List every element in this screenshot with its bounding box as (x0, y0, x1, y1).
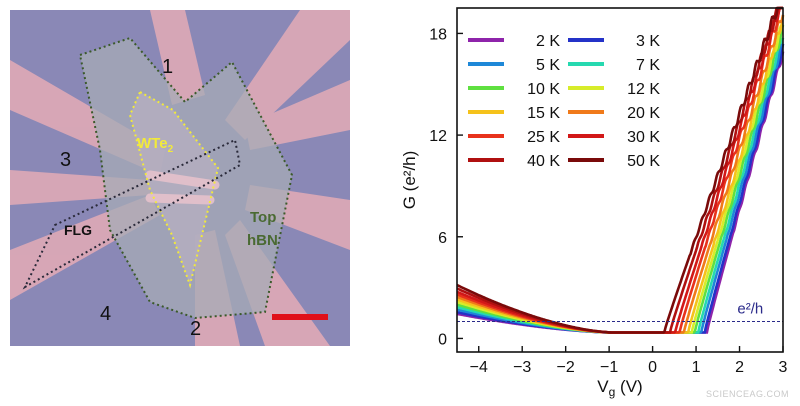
wte2-label: WTe2 (137, 135, 174, 155)
plot-frame (456, 7, 784, 353)
y-axis-label: G (e²/h) (400, 151, 419, 210)
legend-label: 40 K (527, 153, 560, 170)
series-line-15K (456, 15, 785, 334)
legend-label: 30 K (627, 129, 660, 146)
legend-label: 20 K (627, 105, 660, 122)
series-curves (456, 6, 785, 334)
x-tick-label: −3 (513, 359, 531, 376)
contact-label-4: 4 (100, 303, 111, 325)
watermark: SCIENCEAG.COM (706, 389, 790, 399)
legend-label: 2 K (536, 33, 560, 50)
x-tick-label: 1 (692, 359, 701, 376)
x-tick-label: 3 (779, 359, 788, 376)
y-tick-label: 0 (438, 331, 447, 348)
legend: 2 K 3 K 5 K 7 K 10 K 12 K 15 K 20 K 25 K 30 K 40 K… (468, 33, 660, 170)
legend-label: 10 K (527, 81, 560, 98)
x-tick-label: 2 (735, 359, 744, 376)
series-line-50K (456, 6, 783, 334)
top-hbn-label-line1: Top (250, 209, 276, 226)
x-axis-label: Vg (V) (597, 377, 642, 399)
x-tick-label: −4 (470, 359, 488, 376)
legend-label: 50 K (627, 153, 660, 170)
device-micrograph: 1 2 3 4 WTe2 FLG Top hBN (10, 10, 350, 346)
top-hbn-label-line2: hBN (247, 232, 278, 249)
legend-label: 12 K (627, 81, 660, 98)
legend-label: 25 K (527, 129, 560, 146)
contact-label-2: 2 (190, 318, 201, 340)
legend-label: 5 K (536, 57, 560, 74)
x-tick-label: −2 (557, 359, 575, 376)
legend-label: 3 K (636, 33, 660, 50)
center-electrodes (145, 170, 220, 205)
x-tick-label: −1 (600, 359, 618, 376)
hbn-outline (78, 36, 294, 320)
scale-bar (272, 314, 328, 320)
y-tick-label: 12 (429, 128, 447, 145)
y-tick-label: 18 (429, 26, 447, 43)
legend-label: 7 K (636, 57, 660, 74)
e2h-annotation: e²/h (737, 300, 763, 317)
contact-label-3: 3 (60, 149, 71, 171)
y-tick-label: 6 (438, 230, 447, 247)
contact-label-1: 1 (162, 56, 173, 78)
x-tick-label: 0 (648, 359, 657, 376)
legend-label: 15 K (527, 105, 560, 122)
flg-label: FLG (64, 222, 92, 238)
